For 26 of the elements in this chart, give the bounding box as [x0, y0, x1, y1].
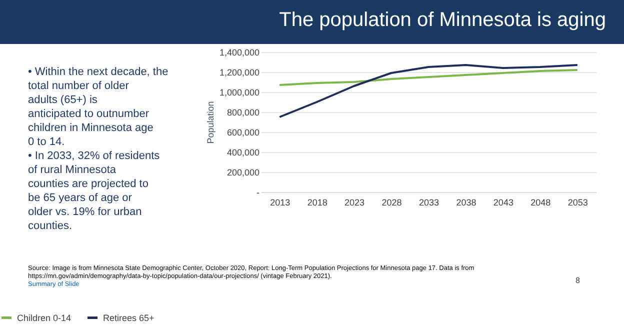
- y-tick-label: 400,000: [226, 148, 260, 158]
- y-tick-label: 1,000,000: [219, 88, 260, 98]
- y-tick-label: 200,000: [226, 168, 260, 178]
- text: • In 2033, 32% of residents of rural Minnesota counties are projected to be 65 years of age or older vs. 19% for urban counties.: [28, 150, 160, 232]
- line-series: [278, 69, 578, 86]
- legend-label: Children 0-14: [17, 312, 72, 323]
- line-series: [278, 64, 578, 118]
- y-tick-label: -: [256, 188, 260, 198]
- x-tick-label: 2053: [568, 198, 588, 208]
- x-tick-label: 2028: [382, 198, 402, 208]
- x-tick-label: 2033: [418, 198, 440, 208]
- legend-label: Retirees 65+: [103, 312, 154, 323]
- x-tick-label: 2043: [493, 198, 514, 208]
- text: • Within the next decade, the total number of older adults (65+) is anticipated to outnumber children in Minnesota age 0 to 14.: [28, 66, 168, 148]
- x-tick-label: 2018: [307, 198, 328, 208]
- x-tick-label: 2013: [270, 198, 290, 208]
- x-tick-label: 2023: [344, 198, 365, 208]
- y-axis-title: Population: [205, 101, 216, 144]
- text: 8: [576, 276, 581, 285]
- chart-title: The population of Minnesota is aging: [279, 9, 606, 31]
- y-tick-label: 1,400,000: [219, 48, 260, 58]
- y-tick-label: 800,000: [226, 108, 260, 118]
- x-tick-label: 2048: [530, 198, 551, 208]
- y-tick-label: 600,000: [226, 128, 260, 138]
- x-tick-label: 2038: [456, 198, 476, 208]
- y-tick-label: 1,200,000: [219, 68, 260, 78]
